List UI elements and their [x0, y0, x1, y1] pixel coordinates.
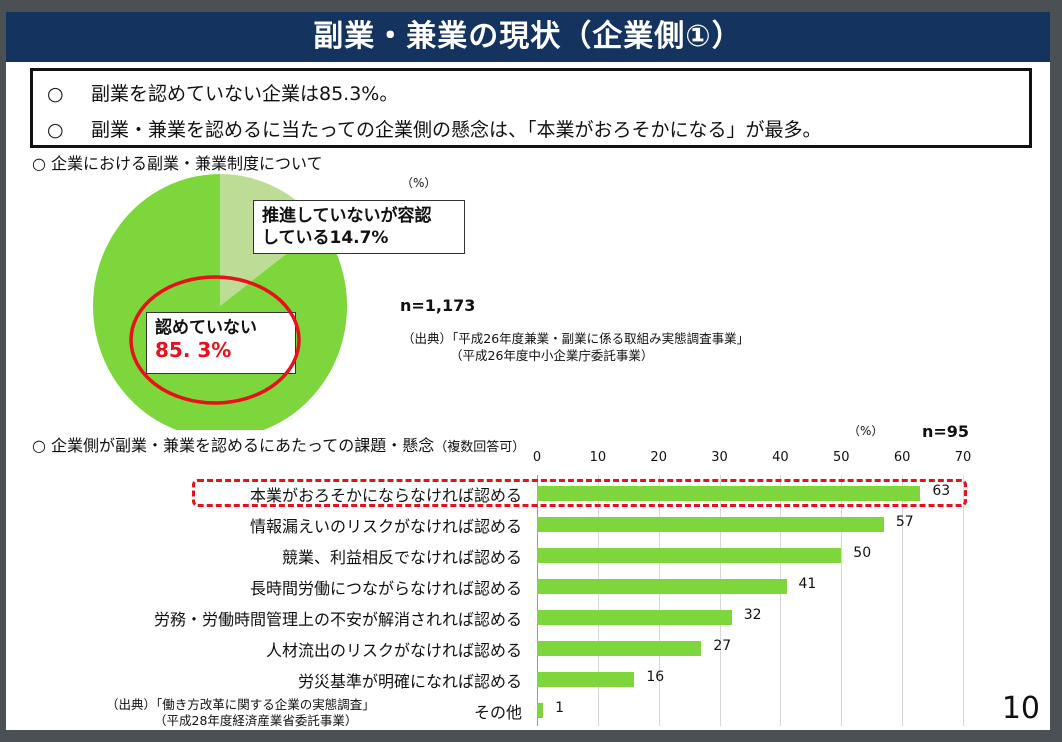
bullet-icon: ○: [47, 83, 64, 105]
slide: 副業・兼業の現状（企業側①） ○ 副業を認めていない企業は85.3%。 ○ 副業・兼…: [6, 12, 1050, 730]
bar-section-title: ○ 企業側が副業・兼業を認めるにあたっての課題・懸念（複数回答可）: [32, 432, 525, 456]
bar: [537, 486, 921, 501]
gridline: [537, 475, 538, 726]
tick-label: 0: [532, 450, 542, 465]
pie-section-title: ○ 企業における副業・兼業制度について: [32, 154, 323, 173]
callout-text: 認めていない: [155, 318, 257, 338]
summary-line: ○ 副業を認めていない企業は85.3%。: [47, 79, 398, 106]
category-label: その他: [473, 703, 522, 722]
bar-title-note: （複数回答可）: [434, 440, 526, 455]
summary-text: 副業を認めていない企業は85.3%。: [91, 83, 399, 105]
tick-label: 50: [833, 450, 850, 465]
bar-source: （平成28年度経済産業省委託事業）: [154, 713, 358, 728]
gridline: [658, 475, 660, 726]
value-label: 41: [798, 576, 817, 592]
pie-callout-minor: 推進していないが容認 している14.7%: [253, 200, 465, 254]
bullet-icon: ○: [47, 119, 64, 141]
bar-n-label: n=95: [922, 422, 970, 441]
category-label: 人材流出のリスクがなければ認める: [265, 641, 522, 660]
callout-value: 85. 3%: [155, 338, 232, 362]
gridline: [902, 475, 904, 726]
pie-n-label: n=1,173: [400, 296, 476, 315]
tick-label: 10: [589, 450, 607, 465]
category-label: 労務・労働時間管理上の不安が解消されれば認める: [153, 610, 522, 629]
value-label: 50: [853, 545, 872, 561]
summary-box: ○ 副業を認めていない企業は85.3%。 ○ 副業・兼業を認めるに当たっての企業側の…: [30, 68, 1032, 148]
bar: [537, 579, 787, 594]
highlight-box: [192, 479, 967, 507]
value-label: 16: [646, 669, 665, 685]
bar-source: （出典）「働き方改革に関する企業の実態調査」: [106, 697, 375, 712]
bar-chart: 0 10 20 30 40 50 60 70 63 本業がおろそかにならなければ認める 57 情報漏え…: [6, 12, 1050, 730]
category-label: 長時間労働につながらなければ認める: [249, 579, 522, 598]
value-label: 32: [743, 607, 762, 623]
summary-text: 副業・兼業を認めるに当たっての企業側の懸念は、「本業がおろそかになる」が最多。: [91, 119, 822, 141]
category-label: 競業、利益相反でなければ認める: [281, 548, 522, 567]
pie-source: （出典）「平成26年度兼業・副業に係る取組み実態調査事業」: [402, 331, 750, 346]
pie-source: （平成26年度中小企業庁委託事業）: [450, 348, 654, 363]
gridline: [841, 475, 843, 726]
value-label: 27: [713, 638, 732, 654]
value-label: 57: [895, 514, 914, 530]
gridline: [780, 475, 782, 726]
page-number: 10: [1001, 691, 1040, 726]
gridline: [719, 475, 721, 726]
category-label: 労災基準が明確になれば認める: [297, 672, 522, 691]
pie-unit-label: （%）: [401, 176, 437, 190]
tick-label: 60: [893, 450, 911, 465]
tick-label: 30: [711, 450, 728, 465]
bar: [537, 517, 884, 532]
highlight-circle: [129, 275, 301, 405]
page-title: 副業・兼業の現状（企業側①）: [6, 12, 1050, 62]
callout-text: している14.7%: [262, 228, 389, 248]
value-label: 1: [555, 700, 564, 716]
bar-title: ○ 企業側が副業・兼業を認めるにあたっての課題・懸念: [32, 436, 435, 455]
callout-text: 推進していないが容認: [262, 206, 432, 226]
bar: [537, 703, 544, 718]
gridline: [597, 475, 599, 726]
tick-label: 20: [650, 450, 667, 465]
bar: [537, 672, 635, 687]
category-label: 本業がおろそかにならなければ認める: [249, 486, 522, 505]
category-label: 情報漏えいのリスクがなければ認める: [249, 517, 522, 536]
summary-line: ○ 副業・兼業を認めるに当たっての企業側の懸念は、「本業がおろそかになる」が最多。: [47, 115, 822, 142]
pie-callout-main: 認めていない 85. 3%: [146, 312, 296, 374]
bar: [537, 641, 702, 656]
value-label: 63: [932, 483, 951, 499]
gridline: [963, 475, 964, 726]
bar: [537, 610, 732, 625]
bar: [537, 548, 842, 563]
tick-label: 70: [954, 450, 972, 465]
tick-label: 40: [772, 450, 789, 465]
bar-unit-label: （%）: [848, 424, 884, 438]
